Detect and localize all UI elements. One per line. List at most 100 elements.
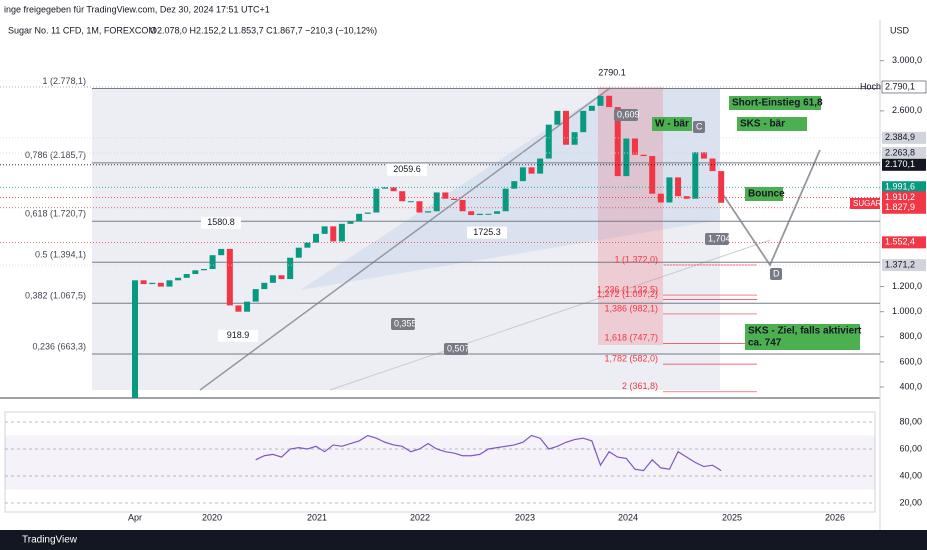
candle [485, 213, 492, 215]
x-tick-label: 2021 [307, 512, 327, 522]
candle [675, 177, 682, 197]
candle [218, 248, 225, 256]
candle [381, 187, 388, 189]
price-label: 2059.6 [393, 164, 421, 174]
candle [433, 192, 440, 212]
candle [390, 187, 397, 192]
price-tag [882, 147, 926, 160]
candle [537, 158, 544, 174]
y-tick-label: 1.000,0 [892, 306, 922, 316]
candle [554, 110, 561, 125]
candle [200, 269, 207, 271]
candle [313, 233, 320, 243]
fib-label: 0.5 (1.394,1) [35, 250, 86, 260]
candle [476, 213, 483, 216]
fib-label: 1 (2.778,1) [42, 76, 86, 86]
candle [700, 152, 707, 159]
candle [459, 199, 466, 212]
hoch-label: Hoch [860, 81, 881, 91]
candle [606, 95, 613, 108]
tag-box [705, 233, 729, 245]
note: W - bär [655, 119, 689, 130]
candle [235, 305, 242, 312]
rsi-tick-label: 40,00 [899, 470, 922, 480]
note: Bounce [748, 189, 785, 200]
candle [226, 248, 233, 306]
candle [683, 196, 690, 199]
footer [0, 530, 927, 550]
candle [278, 275, 285, 280]
y-tick-label: 3.000,0 [892, 55, 922, 65]
tag-box [444, 343, 468, 355]
y-tick-label: 600,0 [899, 356, 922, 366]
price-tag [882, 131, 926, 144]
candle [519, 167, 526, 182]
trend-line [199, 87, 611, 391]
fib-label: 0,786 (2.185,7) [25, 150, 86, 160]
x-tick-label: 2022 [410, 512, 430, 522]
y-tick-label: 1.200,0 [892, 281, 922, 291]
candle [132, 280, 138, 398]
candle [511, 181, 518, 189]
candle [657, 193, 664, 203]
candle [563, 110, 569, 145]
candle [614, 107, 621, 177]
price-tag-label: 2.170,1 [885, 159, 915, 169]
extension-label: 1,236 (1.132,5) [597, 284, 658, 294]
x-tick-label: Apr [128, 512, 142, 522]
currency: USD [890, 25, 910, 35]
candle [623, 138, 630, 177]
candle [287, 257, 294, 280]
price-tag-label: 1.371,2 [885, 259, 915, 269]
candle [157, 282, 164, 287]
candle [442, 192, 449, 199]
candle [450, 198, 457, 200]
note-box [652, 117, 692, 131]
tag: D [773, 268, 780, 278]
candle [252, 289, 259, 302]
rsi-tick-label: 80,00 [899, 416, 922, 426]
candle [528, 167, 535, 174]
x-tick-label: 2023 [515, 512, 535, 522]
candle [321, 226, 328, 234]
price-label-box [592, 66, 632, 79]
candle [545, 124, 552, 159]
price-tag [882, 236, 926, 249]
candle [347, 221, 354, 224]
candle [295, 247, 302, 258]
candle [649, 156, 656, 194]
tag: 0,507 [447, 343, 470, 353]
candle [166, 280, 173, 287]
candle [640, 154, 647, 157]
candle [399, 191, 406, 202]
ohlc: O2.078,0 H2.152,2 L1.853,7 C1.867,7 −210… [150, 25, 377, 35]
candle [416, 201, 423, 213]
candle [183, 274, 190, 278]
candle [494, 211, 501, 214]
fib-label: 0,382 (1.067,5) [25, 291, 86, 301]
share-line: inge freigegeben für TradingView.com, De… [4, 4, 270, 14]
extension-label: 1,618 (747,7) [604, 333, 658, 343]
tag: 1,704 [708, 233, 731, 243]
price-tag-label: 2.790,1 [885, 81, 915, 91]
extension-label: 1,386 (982,1) [604, 303, 658, 313]
symbol-tag-label: SUGAR [853, 199, 882, 208]
price-label-box [467, 226, 507, 239]
rsi-line [255, 434, 722, 472]
candle [244, 301, 251, 312]
tag: 0,609 [617, 109, 640, 119]
candle [718, 171, 725, 203]
note: Short-Einstieg 61,8 [732, 98, 823, 109]
y-tick-label: 2.600,0 [892, 105, 922, 115]
price-tag [882, 181, 926, 194]
extension-label: 1 (1.372,0) [614, 254, 658, 264]
candle [502, 188, 509, 212]
candle [571, 132, 578, 145]
extension-label: 2 (361,8) [622, 381, 658, 391]
price-label-box [387, 163, 427, 176]
symbol-title: Sugar No. 11 CFD, 1M, FOREXCOM [8, 25, 156, 35]
candle [631, 138, 638, 155]
candle [709, 158, 716, 172]
y-tick-label: 400,0 [899, 381, 922, 391]
